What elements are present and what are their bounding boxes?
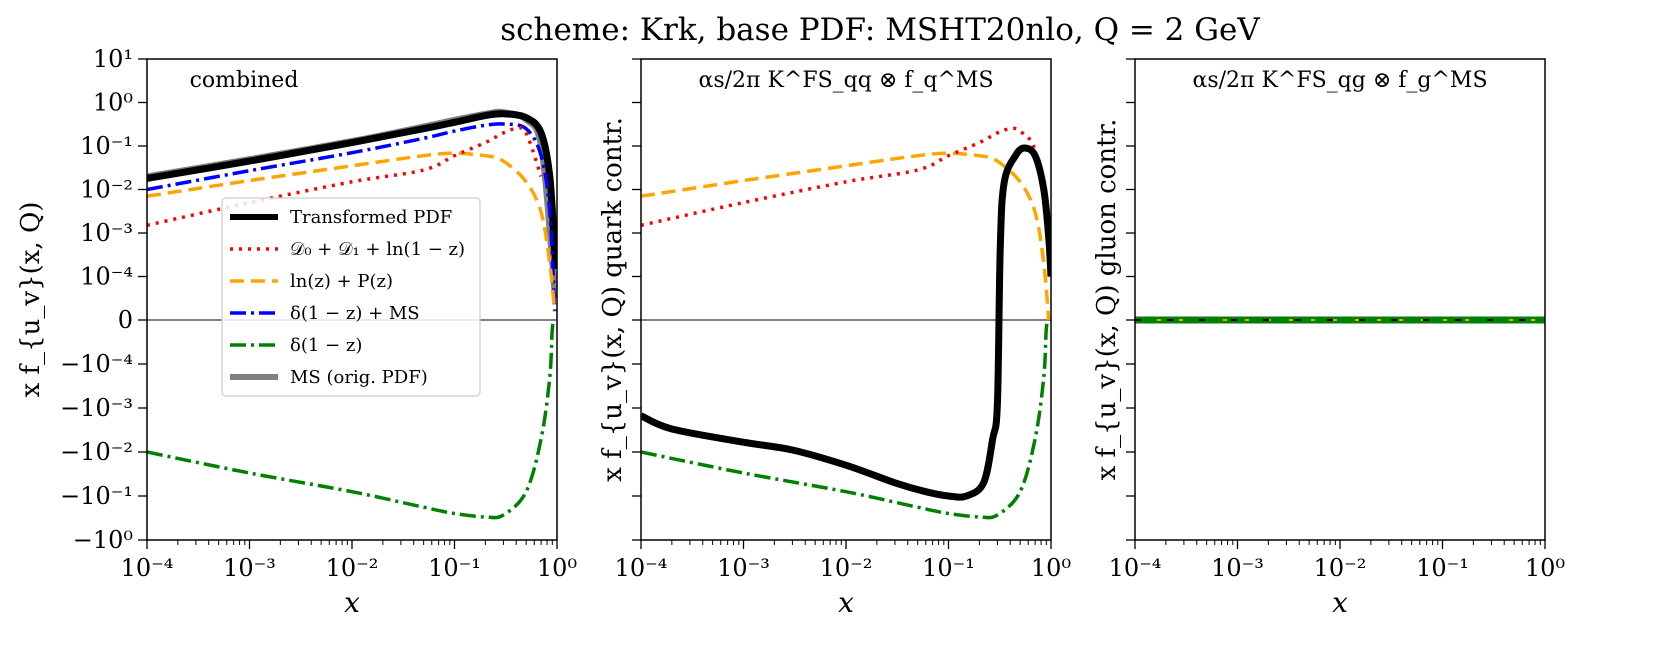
- y-tick-label: 10¹: [93, 45, 133, 73]
- y-tick-label: −10⁻¹: [60, 482, 133, 510]
- y-tick-label: −10⁰: [73, 526, 133, 554]
- panel-1: 10⁻⁴ 10⁻³ 10⁻² 10⁻¹ 10⁰ x 10¹ 10⁰ 10⁻¹ 10⁻² 10⁻³ 10…: [16, 45, 577, 619]
- series-group: [641, 126, 1051, 520]
- series-line-transformed: [641, 144, 1051, 501]
- series-line-delta: [147, 319, 557, 520]
- legend-label-ms: MS (orig. PDF): [290, 367, 428, 388]
- y-tick-label: −10⁻²: [60, 438, 133, 466]
- y-tick-label: 0: [118, 306, 133, 334]
- x-axis-label: x: [344, 586, 360, 619]
- y-tick-label: −10⁻³: [60, 394, 133, 422]
- x-tick-label: 10⁻²: [1314, 554, 1367, 582]
- legend-label-transformed: Transformed PDF: [290, 207, 452, 228]
- series-line-delta: [641, 319, 1051, 520]
- x-tick-label: 10⁻³: [223, 554, 276, 582]
- y-tick-label: 10⁻⁴: [80, 263, 133, 291]
- x-tick-label: 10⁻²: [820, 554, 873, 582]
- y-axis-label: x f_{u_v}(x, Q) quark contr.: [598, 117, 628, 482]
- y-axis-label: x f_{u_v}(x, Q): [16, 202, 46, 398]
- x-tick-label: 10⁻¹: [428, 554, 481, 582]
- legend-label-delta: δ(1 − z): [290, 335, 362, 356]
- x-tick-label: 10⁰: [1525, 554, 1565, 582]
- x-tick-label: 10⁰: [537, 554, 577, 582]
- y-tick-label: 10⁰: [93, 89, 133, 117]
- series-line-transformed: [147, 110, 557, 270]
- legend-box: [221, 197, 481, 397]
- x-tick-label: 10⁻⁴: [121, 554, 174, 582]
- y-axis-label: x f_{u_v}(x, Q) gluon contr.: [1092, 119, 1122, 481]
- series-line-lnz: [641, 151, 1051, 321]
- x-tick-label: 10⁻¹: [1416, 554, 1469, 582]
- x-tick-label: 10⁻⁴: [615, 554, 668, 582]
- series-line-delta_ms: [147, 122, 557, 312]
- x-tick-label: 10⁻²: [326, 554, 379, 582]
- axes-frame: [1134, 58, 1546, 541]
- x-tick-label: 10⁻³: [717, 554, 770, 582]
- legend: Transformed PDF 𝒟₀ + 𝒟₁ + ln(1 − z) ln(z) …: [221, 197, 481, 397]
- panel-3: 10⁻⁴ 10⁻³ 10⁻² 10⁻¹ 10⁰ x x f_{u_v}(x, Q) gluo…: [1092, 58, 1565, 619]
- panels-layer: 10⁻⁴ 10⁻³ 10⁻² 10⁻¹ 10⁰x10¹10⁰10⁻¹10⁻²10⁻³10…: [16, 45, 1565, 619]
- panel-label: combined: [190, 68, 299, 93]
- legend-label-lnz: ln(z) + P(z): [290, 271, 393, 292]
- chart-title: scheme: Krk, base PDF: MSHT20nlo, Q = 2 …: [500, 12, 1260, 48]
- legend-label-d0d1: 𝒟₀ + 𝒟₁ + ln(1 − z): [290, 239, 465, 260]
- series-line-d0d1: [641, 126, 1051, 277]
- x-axis-label: x: [1332, 586, 1348, 619]
- x-tick-label: 10⁻¹: [922, 554, 975, 582]
- x-axis-label: x: [838, 586, 854, 619]
- legend-label-delta_ms: δ(1 − z) + MS: [290, 303, 420, 324]
- panel-label: αs/2π K^FS_qq ⊗ f_q^MS: [698, 68, 993, 93]
- y-tick-label: 10⁻¹: [80, 132, 133, 160]
- x-tick-label: 10⁰: [1031, 554, 1071, 582]
- y-tick-label: 10⁻²: [80, 176, 133, 204]
- series-line-lnz: [147, 151, 557, 312]
- y-tick-label: 10⁻³: [80, 219, 133, 247]
- x-tick-label: 10⁻⁴: [1109, 554, 1162, 582]
- x-tick-label: 10⁻³: [1211, 554, 1264, 582]
- panel-label: αs/2π K^FS_qg ⊗ f_g^MS: [1192, 68, 1487, 93]
- panel-2: 10⁻⁴ 10⁻³ 10⁻² 10⁻¹ 10⁰ x x f_{u_v}(x, Q) quar…: [598, 58, 1071, 619]
- y-tick-label: −10⁻⁴: [60, 350, 133, 378]
